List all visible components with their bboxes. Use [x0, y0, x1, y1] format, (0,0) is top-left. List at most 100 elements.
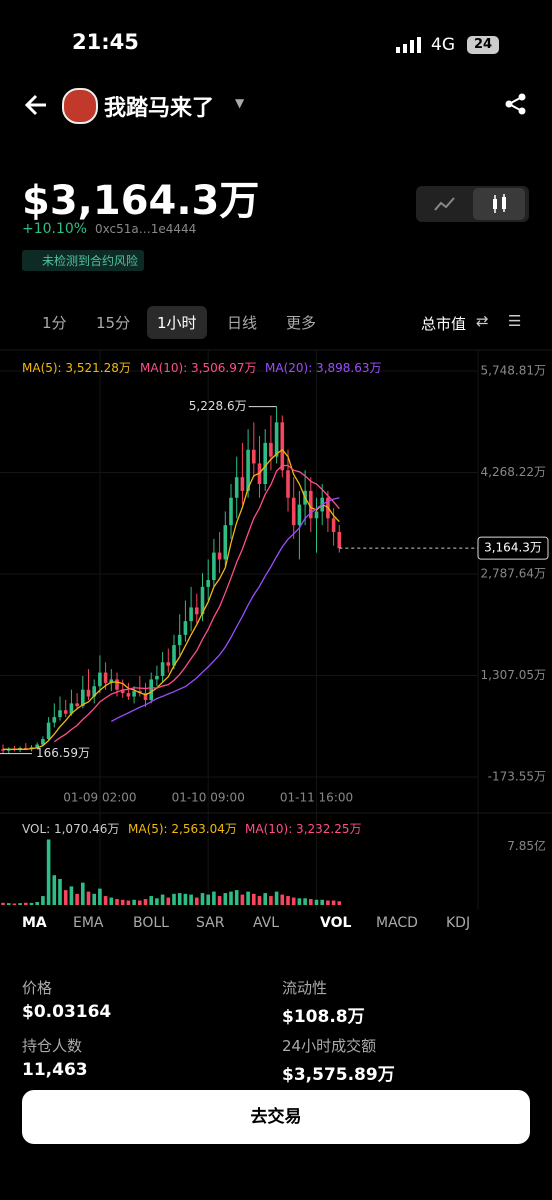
- ma-legend-item: MA(20): 3,898.63万: [265, 361, 382, 375]
- ma-line: [3, 448, 340, 750]
- timeframe-tab[interactable]: 15分: [96, 314, 131, 332]
- ma-legend-item: MA(5): 3,521.28万: [22, 361, 131, 375]
- timeframe-tab[interactable]: 更多: [286, 314, 317, 332]
- candle-body: [143, 693, 148, 700]
- volume-legend-item: MA(10): 3,232.25万: [245, 822, 362, 836]
- volume-bar: [189, 894, 193, 905]
- candle-body: [183, 621, 188, 635]
- settings-icon[interactable]: ☰: [508, 312, 522, 330]
- candle-body: [75, 703, 79, 707]
- indicator-tab[interactable]: EMA: [73, 915, 104, 931]
- ma-line: [53, 464, 340, 743]
- share-button[interactable]: [505, 93, 527, 115]
- timeframe-tab[interactable]: 日线: [227, 314, 258, 332]
- volume-bar: [143, 899, 148, 905]
- candle-body: [109, 679, 114, 683]
- volume-bar: [115, 899, 119, 905]
- volume-bar: [195, 897, 199, 905]
- volume-bar: [240, 894, 245, 905]
- volume-bar: [12, 903, 17, 905]
- volume-bar: [18, 903, 22, 905]
- volume-bar: [166, 897, 171, 905]
- market-cap-toggle[interactable]: 总市值: [421, 315, 467, 333]
- risk-badge: 未检测到合约风险: [22, 250, 145, 271]
- volume-bar: [52, 875, 57, 905]
- candle-body: [166, 662, 171, 666]
- volume-bar: [75, 893, 79, 905]
- volume-bar: [309, 899, 313, 905]
- stat-label: 持仓人数: [22, 1037, 83, 1055]
- candle-body: [240, 477, 245, 491]
- volume-bar: [234, 890, 239, 905]
- token-name[interactable]: 我踏马来了: [104, 96, 215, 121]
- candle-body: [172, 645, 176, 666]
- indicator-tab[interactable]: MACD: [376, 915, 418, 931]
- x-tick-label: 01-11 16:00: [280, 791, 353, 805]
- indicator-tab[interactable]: KDJ: [446, 915, 471, 931]
- candle-body: [81, 689, 85, 707]
- volume-bar: [200, 893, 205, 905]
- candle-body: [337, 532, 342, 549]
- indicator-tab[interactable]: MA: [22, 915, 47, 931]
- candle-body: [246, 449, 250, 491]
- volume-bar: [86, 891, 91, 905]
- candle-body: [200, 586, 205, 615]
- back-button[interactable]: [24, 92, 50, 118]
- candle-body: [234, 477, 239, 498]
- volume-bar: [177, 893, 182, 905]
- contract-address[interactable]: 0xc51a…1e4444: [95, 222, 197, 236]
- candle-body: [86, 689, 91, 697]
- ma-legend-item: MA(10): 3,506.97万: [140, 361, 257, 375]
- candle-body: [132, 691, 136, 697]
- volume-bar: [6, 903, 11, 905]
- candle-body: [160, 662, 165, 676]
- candle-body: [52, 717, 57, 723]
- indicator-tab[interactable]: BOLL: [133, 915, 169, 931]
- price: $3,164.3万: [22, 178, 260, 224]
- candle-body: [206, 580, 210, 587]
- volume-bar: [149, 896, 153, 905]
- volume-bar: [280, 894, 285, 905]
- stat-value: $3,575.89万: [282, 1065, 395, 1085]
- stat-value: $108.8万: [282, 1007, 365, 1027]
- y-tick-label: 4,268.22万: [481, 465, 546, 479]
- status-time: 21:45: [72, 30, 139, 54]
- candle-body: [120, 689, 125, 694]
- volume-bar: [274, 891, 279, 905]
- chart-toggle[interactable]: [416, 186, 529, 222]
- volume-tick-label: 7.85亿: [507, 838, 546, 853]
- volume-bar: [103, 896, 108, 905]
- candle-body: [177, 634, 182, 646]
- swap-icon[interactable]: ⇄: [476, 312, 489, 330]
- volume-bar: [223, 893, 228, 905]
- volume-legend-item: MA(5): 2,563.04万: [128, 822, 237, 836]
- stat-label: 24小时成交额: [282, 1037, 377, 1055]
- indicator-tab[interactable]: VOL: [320, 915, 352, 931]
- ma-line: [110, 497, 340, 723]
- signal-icon: [396, 37, 421, 53]
- dropdown-caret[interactable]: ▼: [235, 96, 245, 110]
- timeframe-tab[interactable]: 1小时: [147, 306, 207, 339]
- volume-bar: [126, 900, 131, 905]
- candle-body: [115, 679, 119, 690]
- indicator-tab[interactable]: AVL: [253, 915, 280, 931]
- candle-body: [35, 744, 39, 748]
- candle-body: [46, 722, 51, 740]
- high-label: 5,228.6万: [189, 399, 247, 413]
- stat-value: 11,463: [22, 1060, 88, 1080]
- x-tick-label: 01-09 02:00: [63, 791, 136, 805]
- volume-bar: [217, 896, 222, 905]
- candle-body: [69, 703, 74, 714]
- volume-bar: [286, 896, 290, 905]
- volume-bar: [132, 899, 136, 905]
- y-tick-label: 5,748.81万: [481, 364, 546, 378]
- volume-bar: [331, 900, 336, 905]
- trade-button[interactable]: 去交易: [22, 1090, 530, 1144]
- indicator-tab[interactable]: SAR: [196, 915, 225, 931]
- timeframe-tab[interactable]: 1分: [42, 314, 67, 332]
- candle-body: [92, 686, 96, 697]
- volume-bar: [160, 894, 165, 905]
- candle-body: [126, 693, 131, 697]
